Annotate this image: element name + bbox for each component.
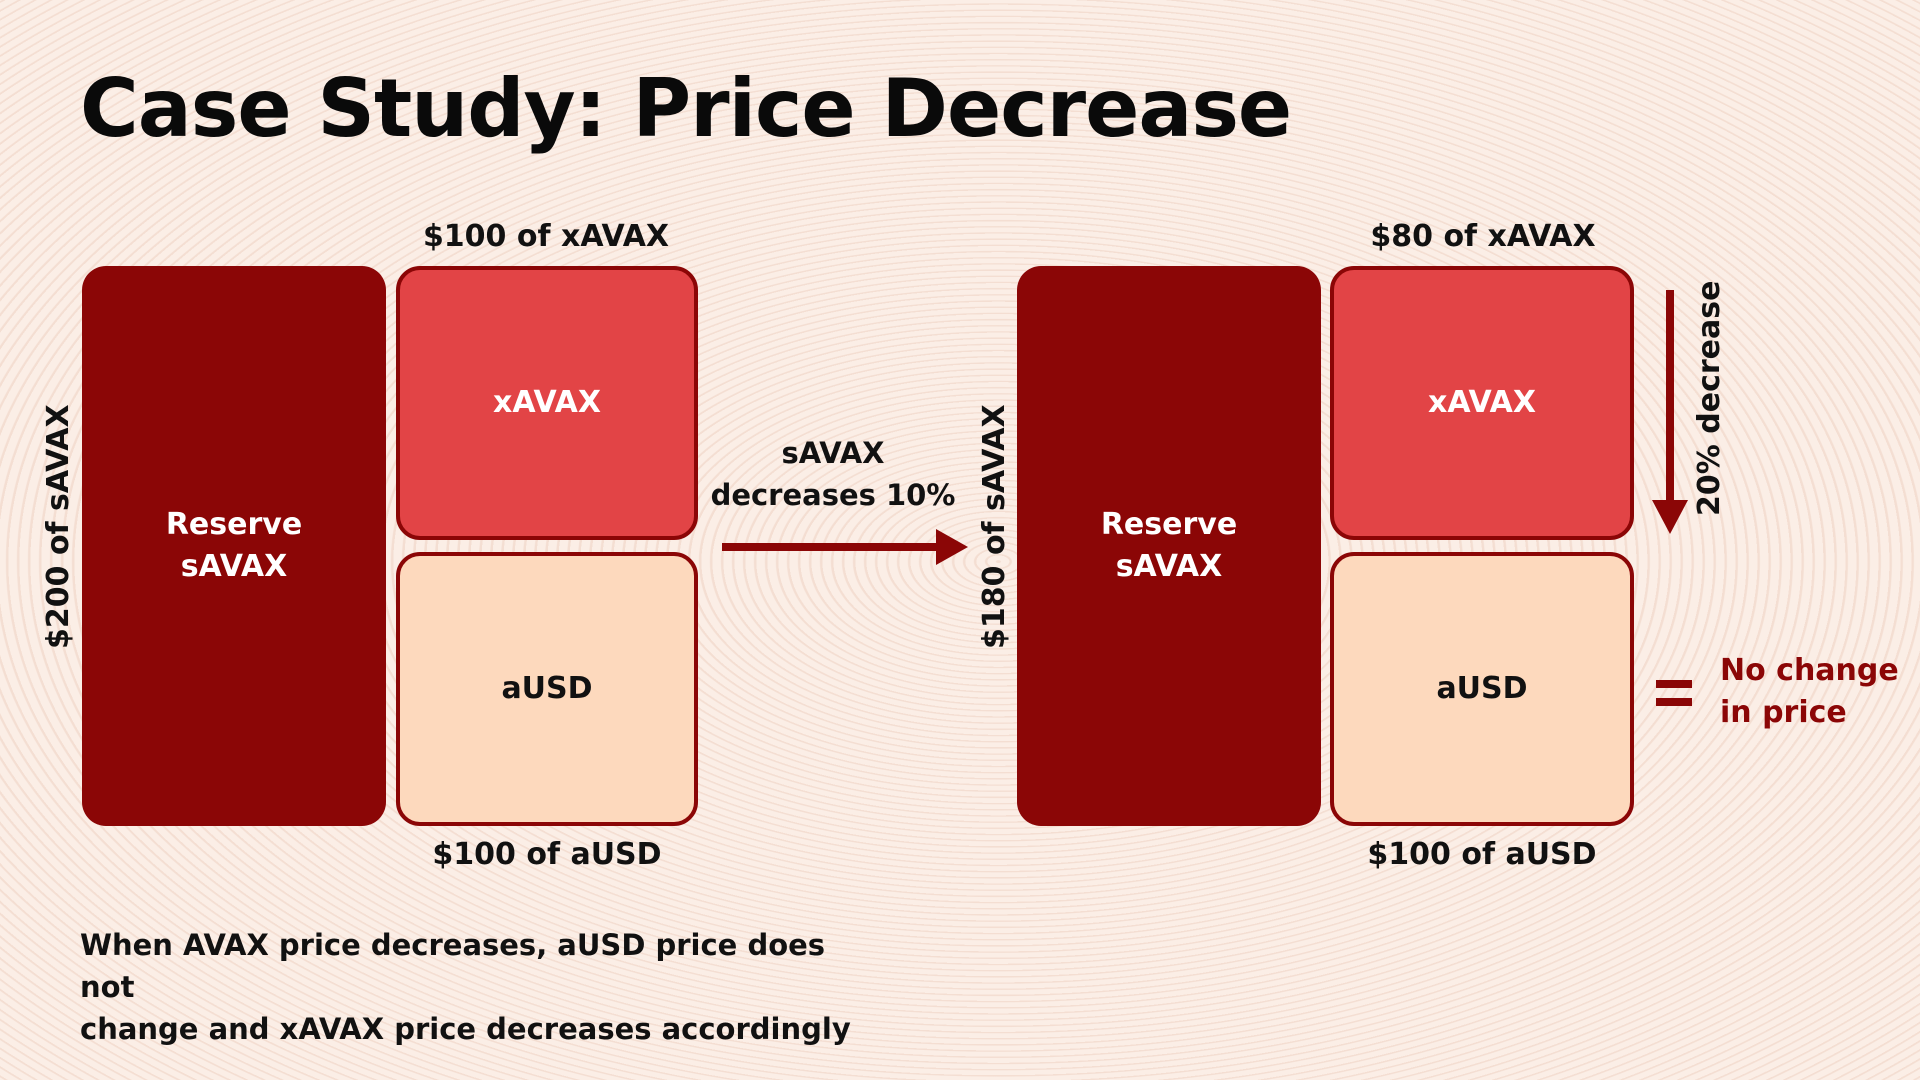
- before-xavax-label: xAVAX: [492, 385, 602, 420]
- before-savax-value-label: $200 of sAVAX: [41, 404, 76, 649]
- before-reserve-label: Reserve sAVAX: [165, 507, 303, 584]
- equals-bar-bottom: [1656, 698, 1692, 706]
- no-change-line2: in price: [1720, 695, 1847, 730]
- before-ausd-value-caption: $100 of aUSD: [432, 837, 662, 872]
- after-reserve-label: Reserve sAVAX: [1100, 507, 1238, 584]
- transition-label-line2: decreases 10%: [710, 478, 956, 512]
- after-ausd-block: aUSD: [1330, 552, 1634, 826]
- footnote-line1: When AVAX price decreases, aUSD price do…: [80, 928, 826, 1004]
- after-ausd-value-caption: $100 of aUSD: [1367, 837, 1597, 872]
- no-change-label: No change in price: [1720, 650, 1899, 734]
- footnote: When AVAX price decreases, aUSD price do…: [80, 924, 880, 1050]
- equals-bar-top: [1656, 680, 1692, 688]
- after-reserve-savax-block: Reserve sAVAX: [1017, 266, 1321, 826]
- after-xavax-block: xAVAX: [1330, 266, 1634, 540]
- arrow-right-icon: [722, 529, 968, 565]
- before-xavax-value-caption: $100 of xAVAX: [422, 219, 670, 254]
- after-savax-value-label: $180 of sAVAX: [977, 404, 1012, 649]
- before-reserve-savax-block: Reserve sAVAX: [82, 266, 386, 826]
- no-change-line1: No change: [1720, 653, 1899, 688]
- transition-label: sAVAX decreases 10%: [700, 432, 966, 516]
- before-xavax-block: xAVAX: [396, 266, 698, 540]
- after-xavax-label: xAVAX: [1427, 385, 1537, 420]
- page-title: Case Study: Price Decrease: [80, 62, 1292, 155]
- after-xavax-value-caption: $80 of xAVAX: [1370, 219, 1596, 254]
- arrow-down-icon: [1652, 290, 1688, 534]
- before-ausd-block: aUSD: [396, 552, 698, 826]
- decrease-percent-label: 20% decrease: [1692, 280, 1727, 516]
- before-ausd-label: aUSD: [501, 671, 593, 706]
- after-ausd-label: aUSD: [1436, 671, 1528, 706]
- footnote-line2: change and xAVAX price decreases accordi…: [80, 1012, 851, 1046]
- transition-label-line1: sAVAX: [781, 436, 885, 470]
